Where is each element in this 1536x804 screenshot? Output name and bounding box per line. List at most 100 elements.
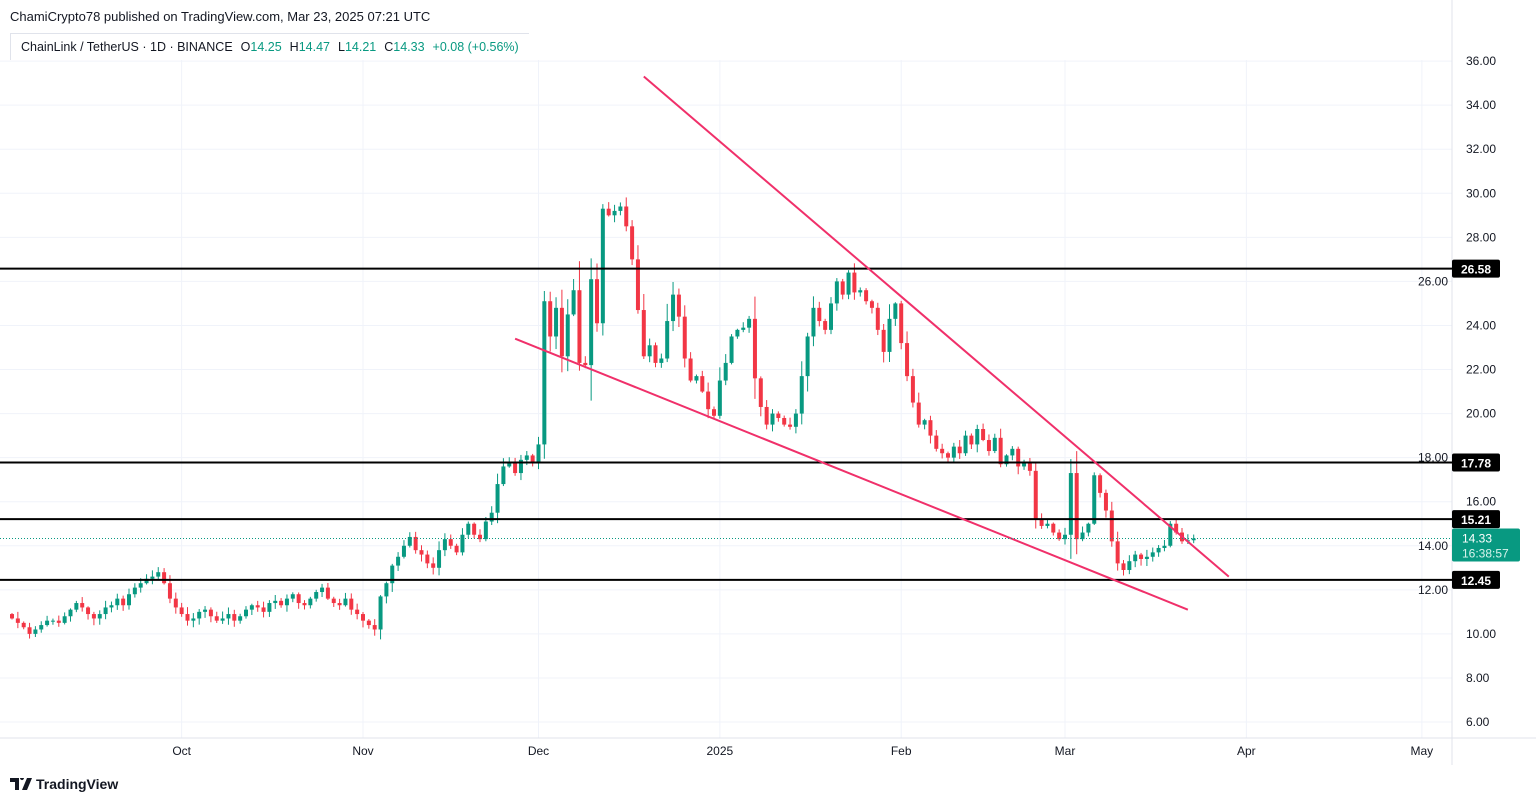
candle-body	[1057, 532, 1062, 540]
candle-body	[308, 598, 313, 606]
candle-body	[1086, 523, 1091, 533]
y-tick-label: 22.00	[1466, 363, 1496, 377]
candle	[747, 315, 752, 333]
candle-body	[378, 596, 383, 630]
symbol-title[interactable]: ChainLink / TetherUS · 1D · BINANCE	[21, 40, 233, 54]
candle-body	[1045, 523, 1050, 526]
candle	[1080, 526, 1085, 542]
candle-body	[817, 307, 822, 322]
candle	[39, 621, 44, 633]
candle-body	[910, 376, 915, 403]
candle	[466, 521, 471, 539]
candle	[232, 609, 237, 627]
candle-body	[1191, 538, 1196, 541]
candle	[1010, 446, 1015, 461]
candle	[595, 263, 599, 332]
candle-body	[302, 603, 307, 606]
candle	[735, 328, 740, 339]
candle	[273, 594, 278, 609]
level-price-label: 26.58	[1461, 263, 1491, 277]
candle	[255, 600, 260, 612]
candle-body	[203, 609, 208, 612]
candle-body	[396, 556, 401, 566]
candle	[62, 612, 67, 625]
x-tick-label: Feb	[891, 744, 912, 758]
ohlc-open-label: O	[240, 40, 251, 54]
candle	[875, 302, 880, 336]
candle-body	[185, 614, 190, 621]
candle	[21, 621, 26, 630]
candle-body	[208, 609, 213, 617]
ohlc-open-value: 14.25	[250, 40, 282, 54]
candle-body	[437, 550, 442, 568]
candle-body	[776, 413, 781, 418]
y-tick-label: 6.00	[1466, 715, 1490, 729]
ohlc-close-value: 14.33	[393, 40, 425, 54]
y-tick-label: 28.00	[1466, 230, 1496, 244]
tradingview-logo[interactable]: TradingView	[10, 776, 118, 792]
candle	[986, 434, 991, 456]
candle-body	[1027, 462, 1032, 471]
candle	[372, 619, 377, 636]
candle	[940, 443, 945, 459]
level-price-tag	[1452, 570, 1500, 589]
candle	[513, 457, 518, 476]
candle	[173, 592, 178, 614]
candle	[1068, 459, 1073, 559]
candle-body	[56, 620, 61, 623]
symbol-legend: ChainLink / TetherUS · 1D · BINANCE O14.…	[10, 33, 529, 60]
candle-body	[934, 435, 939, 449]
ohlc-close: C14.33	[384, 40, 424, 54]
candle	[407, 532, 412, 548]
y-tick-label: 16.00	[1466, 495, 1496, 509]
candle	[361, 611, 365, 628]
candle-body	[665, 321, 670, 359]
candle-body	[50, 620, 55, 622]
candle-body	[366, 620, 371, 626]
candle-body	[823, 321, 828, 330]
candle	[682, 305, 687, 368]
y-tick-label: 32.00	[1466, 142, 1496, 156]
candle-body	[343, 598, 348, 606]
candle-body	[425, 554, 430, 564]
candle	[267, 600, 272, 617]
candle-body	[1010, 448, 1015, 456]
last-price-label: 14.33	[1462, 531, 1492, 545]
tradingview-logo-icon	[10, 778, 32, 790]
candle-body	[712, 409, 716, 416]
candle-body	[747, 318, 752, 328]
candle	[1115, 531, 1120, 571]
candle	[384, 581, 389, 604]
candle-body	[1103, 492, 1108, 511]
candle	[829, 297, 833, 335]
candle-body	[390, 565, 395, 584]
candle-body	[91, 614, 96, 619]
ohlc-low: L14.21	[338, 40, 376, 54]
candle-body	[852, 272, 857, 293]
candle-body	[214, 616, 219, 621]
candle-body	[1092, 475, 1097, 524]
candle	[249, 603, 254, 616]
candle	[191, 613, 196, 628]
candle-body	[565, 314, 570, 357]
candle-body	[998, 437, 1003, 465]
candle	[1039, 513, 1044, 529]
candle-body	[986, 440, 991, 452]
candle	[495, 473, 500, 524]
candle-body	[524, 455, 529, 460]
candle	[834, 278, 839, 311]
candle	[419, 545, 424, 562]
candle-body	[226, 614, 231, 619]
candle	[203, 606, 208, 618]
candle-body	[173, 598, 178, 608]
candle	[1022, 459, 1027, 470]
candle	[530, 453, 535, 467]
candle	[308, 596, 313, 609]
candle-body	[249, 605, 254, 610]
candle-body	[571, 290, 576, 315]
x-tick-label: Apr	[1237, 744, 1256, 758]
candle-body	[45, 620, 50, 626]
candle-body	[1127, 561, 1132, 570]
candle	[975, 424, 980, 453]
